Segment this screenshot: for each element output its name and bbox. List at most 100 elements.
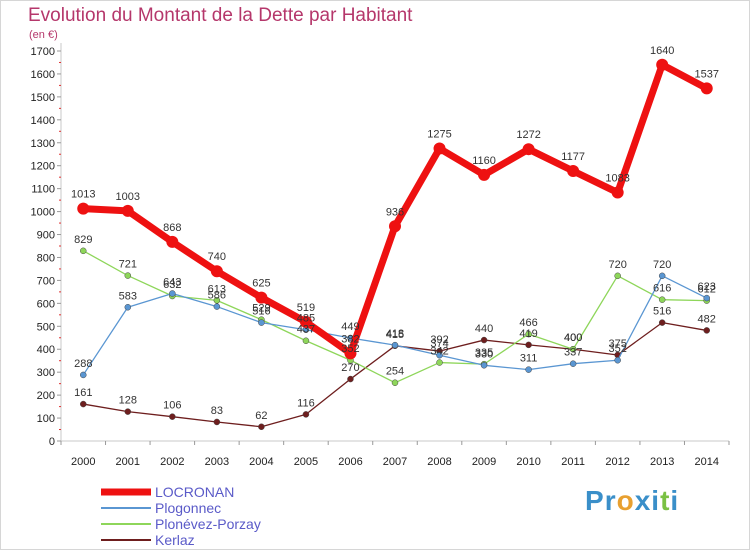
data-point (658, 319, 666, 326)
data-point (567, 164, 580, 177)
y-tick-label: 0 (49, 436, 55, 448)
data-point (213, 418, 221, 426)
data-point (525, 366, 532, 373)
legend-swatch (101, 523, 151, 525)
logo-letter: P (585, 485, 605, 516)
data-label: 106 (163, 400, 181, 412)
data-label: 374 (430, 338, 448, 350)
x-tick-label: 2000 (71, 456, 95, 468)
x-tick-label: 2001 (116, 456, 140, 468)
data-label: 440 (475, 323, 493, 335)
data-label: 415 (386, 329, 404, 341)
data-label: 1275 (427, 129, 451, 141)
x-tick-label: 2008 (427, 456, 451, 468)
data-label: 613 (208, 283, 226, 295)
x-tick-label: 2010 (516, 456, 540, 468)
data-label: 375 (608, 338, 626, 350)
data-label: 720 (608, 259, 626, 271)
data-point (255, 291, 268, 304)
data-label: 1013 (71, 189, 95, 201)
data-label: 1272 (516, 129, 540, 141)
data-label: 400 (564, 332, 582, 344)
proxiti-logo: Proxiti (585, 485, 679, 517)
data-point (480, 336, 488, 344)
data-label: 583 (119, 290, 137, 302)
data-label: 270 (341, 362, 359, 374)
data-point (658, 272, 666, 280)
data-label: 720 (653, 259, 671, 271)
data-label: 519 (297, 302, 315, 314)
data-label: 625 (252, 278, 270, 290)
legend-swatch (101, 539, 151, 541)
data-label: 612 (698, 284, 716, 296)
data-point (121, 204, 134, 217)
data-point (656, 58, 669, 71)
data-point (569, 360, 577, 367)
logo-letter: r (604, 485, 617, 516)
legend-label: Kerlaz (155, 532, 195, 548)
data-label: 868 (163, 222, 181, 234)
data-point (302, 337, 310, 344)
data-label: 516 (252, 306, 270, 318)
data-label: 400 (564, 332, 582, 344)
y-tick-label: 300 (37, 367, 55, 379)
data-label: 1003 (116, 191, 140, 203)
y-tick-label: 800 (37, 252, 55, 264)
data-point (124, 408, 132, 415)
data-point (478, 168, 491, 181)
data-label: 352 (608, 343, 626, 355)
x-tick-label: 2005 (294, 456, 318, 468)
data-point (80, 371, 87, 379)
legend-swatch (101, 488, 151, 496)
data-label: 1537 (694, 68, 718, 80)
data-label: 62 (255, 410, 267, 422)
data-point (124, 304, 132, 311)
data-label: 437 (297, 324, 315, 336)
y-tick-label: 1600 (31, 69, 55, 81)
data-label: 586 (208, 290, 226, 302)
data-point (258, 423, 265, 431)
x-tick-label: 2003 (205, 456, 229, 468)
data-point (210, 265, 223, 278)
data-point (700, 82, 713, 95)
data-label: 288 (74, 358, 92, 370)
logo-letter: x (634, 485, 652, 516)
data-label: 254 (386, 366, 404, 378)
x-tick-label: 2009 (472, 456, 496, 468)
logo-letter: t (660, 485, 671, 516)
legend-swatch (101, 507, 151, 509)
x-tick-label: 2006 (338, 456, 362, 468)
x-tick-label: 2014 (694, 456, 718, 468)
data-label: 1160 (472, 155, 496, 167)
x-tick-label: 2007 (383, 456, 407, 468)
data-point (569, 345, 577, 353)
data-label: 161 (74, 387, 92, 399)
y-tick-label: 100 (37, 413, 55, 425)
data-point (658, 296, 666, 303)
data-label: 128 (119, 395, 137, 407)
data-point (525, 330, 532, 338)
data-label: 829 (74, 234, 92, 246)
data-label: 352 (341, 343, 359, 355)
data-label: 1177 (561, 151, 585, 163)
data-point (80, 247, 87, 255)
x-tick-label: 2002 (160, 456, 184, 468)
y-tick-label: 600 (37, 298, 55, 310)
data-point (433, 142, 446, 155)
data-point (614, 272, 621, 280)
data-label: 623 (698, 281, 716, 293)
x-tick-label: 2004 (249, 456, 273, 468)
data-label: 392 (430, 334, 448, 346)
y-tick-label: 400 (37, 344, 55, 356)
data-point (80, 400, 87, 408)
y-tick-label: 700 (37, 275, 55, 287)
data-point (258, 319, 265, 326)
data-point (611, 186, 624, 199)
data-label: 516 (653, 306, 671, 318)
data-label: 1640 (650, 45, 674, 57)
logo-letter: o (616, 485, 635, 516)
data-label: 342 (430, 346, 448, 358)
data-label: 419 (519, 328, 537, 340)
data-label: 740 (208, 251, 226, 263)
legend-label: Plonévez-Porzay (155, 516, 261, 532)
